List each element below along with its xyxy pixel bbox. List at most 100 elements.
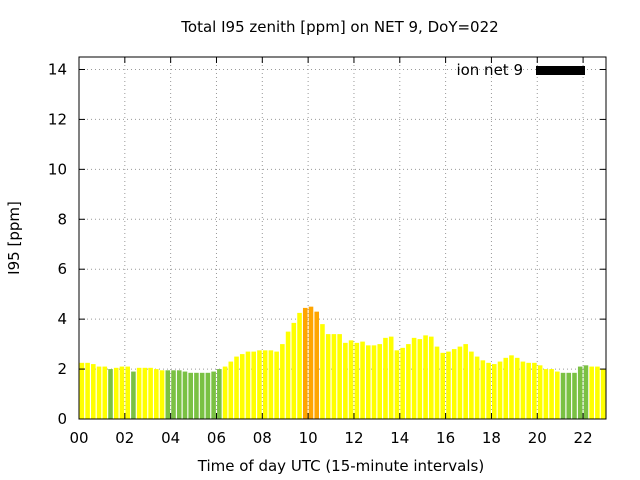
ticks: [78, 57, 606, 420]
x-axis-label: Time of day UTC (15-minute intervals): [197, 457, 484, 475]
bar: [205, 372, 211, 419]
grid: [79, 57, 606, 419]
bar: [182, 371, 188, 419]
x-tick-label: 08: [253, 429, 272, 447]
bar: [434, 346, 440, 419]
bar: [469, 351, 474, 419]
x-tick-label: 00: [69, 429, 88, 447]
legend-swatch: [536, 66, 585, 75]
y-tick-label: 0: [57, 410, 67, 428]
bar: [165, 370, 171, 419]
bar: [125, 366, 130, 419]
bar: [314, 311, 320, 419]
bar: [492, 364, 497, 419]
bar: [480, 360, 486, 419]
bar: [331, 334, 337, 419]
bar: [199, 372, 205, 419]
bar: [217, 369, 222, 419]
bar: [280, 344, 285, 419]
bar: [383, 337, 388, 419]
bar: [85, 362, 90, 419]
y-tick-label: 12: [48, 110, 67, 128]
bar: [113, 367, 119, 419]
bar: [268, 350, 274, 419]
y-tick-label: 6: [57, 260, 67, 278]
y-tick-label: 4: [57, 310, 67, 328]
bar: [211, 371, 216, 419]
bar: [274, 351, 279, 419]
x-tick-label: 06: [207, 429, 226, 447]
bar: [463, 344, 468, 419]
bar: [365, 345, 371, 419]
bar: [176, 370, 182, 419]
bar: [457, 346, 463, 419]
bar: [148, 367, 153, 419]
bar: [428, 336, 434, 419]
bar: [302, 307, 308, 419]
bar: [337, 334, 342, 419]
bar: [423, 335, 428, 419]
bar: [154, 369, 159, 419]
bar: [222, 366, 228, 419]
y-tick-label: 8: [57, 210, 67, 228]
x-tick-label: 10: [299, 429, 318, 447]
bar: [537, 365, 543, 419]
bar: [600, 369, 606, 419]
bar: [388, 336, 394, 419]
bar: [486, 362, 491, 419]
bar: [589, 366, 594, 419]
x-tick-labels: 00 02 04 06 08 10 12 14 16 18 20 22: [69, 429, 592, 447]
bar: [394, 350, 400, 419]
x-tick-label: 22: [574, 429, 593, 447]
bar: [285, 331, 291, 419]
legend: ion net 9: [456, 61, 585, 79]
bar: [417, 339, 423, 419]
bar: [119, 366, 125, 419]
bar: [577, 366, 583, 419]
bar: [228, 361, 234, 419]
bar: [320, 324, 325, 419]
bar: [291, 322, 297, 419]
legend-label: ion net 9: [456, 61, 523, 79]
bars: [79, 306, 606, 419]
bar: [543, 369, 549, 419]
x-tick-label: 12: [344, 429, 363, 447]
bar: [348, 340, 354, 419]
bar: [520, 361, 526, 419]
bar: [503, 357, 509, 419]
bar: [406, 344, 411, 419]
bar: [343, 342, 348, 419]
bar: [131, 371, 136, 419]
bar: [96, 366, 102, 419]
bar: [377, 344, 383, 419]
bar: [239, 354, 245, 419]
bar: [360, 341, 365, 419]
bar: [257, 350, 262, 419]
bar: [583, 365, 589, 419]
bar: [440, 352, 446, 419]
bar: [102, 366, 108, 419]
bar: [555, 371, 560, 419]
bar: [251, 351, 257, 419]
bar: [91, 364, 96, 419]
bar: [245, 351, 251, 419]
bar: [325, 334, 331, 419]
bar: [234, 356, 239, 419]
bar: [514, 357, 520, 419]
x-tick-label: 14: [390, 429, 409, 447]
x-tick-label: 02: [115, 429, 134, 447]
bar: [411, 337, 417, 419]
plot-frame: [78, 56, 607, 420]
bar: [549, 369, 554, 419]
bar: [262, 350, 268, 419]
x-tick-label: 04: [161, 429, 180, 447]
x-tick-label: 16: [436, 429, 455, 447]
bar: [446, 351, 451, 419]
y-tick-label: 14: [48, 60, 67, 78]
bar: [560, 372, 566, 419]
bar: [354, 342, 360, 419]
bar: [136, 367, 142, 419]
bar: [108, 369, 113, 419]
bar: [171, 370, 176, 419]
